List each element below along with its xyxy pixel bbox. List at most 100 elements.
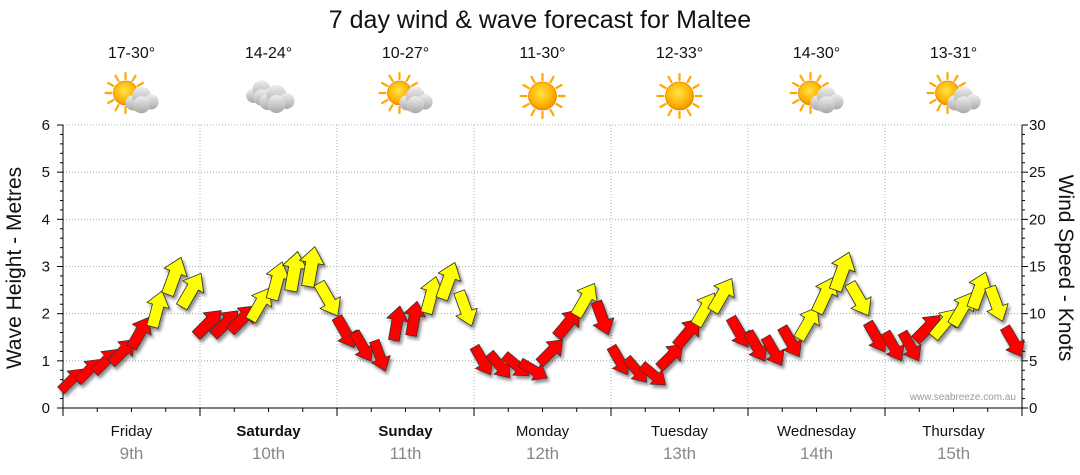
day-temperature: 13-31° — [930, 45, 977, 62]
sun-ray — [686, 108, 692, 117]
day-date-label: 10th — [252, 444, 285, 463]
wind-arrow — [828, 251, 856, 293]
cloudy-icon — [246, 80, 295, 113]
wind-arrow — [453, 289, 478, 327]
y-right-tick-label: 15 — [1029, 259, 1046, 276]
y-right-tick-label: 25 — [1029, 164, 1046, 181]
sun-ray — [686, 75, 692, 84]
credit-label: www.seabreeze.com.au — [909, 392, 1016, 403]
axes: 0 1 2 3 4 5 6 0 5 10 15 20 25 30 Friday 9th Saturday 10th… — [42, 117, 1046, 463]
y-left-tick-label: 1 — [42, 353, 50, 370]
y-right-tick-label: 10 — [1029, 306, 1046, 323]
sun-ray — [929, 98, 937, 105]
wind-arrow — [146, 290, 170, 329]
wind-arrow — [245, 287, 272, 324]
y-axis-right-label: Wind Speed - Knots — [1054, 175, 1077, 362]
sun-ray — [381, 81, 389, 88]
wind-arrow — [386, 305, 409, 342]
day-date-label: 9th — [120, 444, 144, 463]
cloud-puff — [132, 96, 151, 114]
partly-cloudy-icon — [378, 71, 433, 115]
wind-arrow — [928, 308, 957, 341]
day-name-label: Friday — [111, 423, 153, 440]
wind-arrow — [176, 272, 205, 311]
sun-ray — [530, 108, 536, 117]
sun-ray — [555, 102, 563, 109]
day-headers: 17-30° 14-24° 10-27° 11-30° 12-33° 14-30° 13-3… — [104, 45, 981, 120]
y-left-tick-label: 5 — [42, 164, 50, 181]
wind-arrow — [313, 279, 341, 317]
sun-ray — [792, 81, 800, 88]
sun-ray — [405, 74, 411, 82]
wind-arrow — [57, 368, 83, 394]
wind-arrows — [57, 246, 1025, 394]
wind-arrow — [299, 246, 325, 288]
wind-arrow — [1000, 324, 1025, 357]
partly-cloudy-icon — [926, 71, 981, 115]
sun-ray — [114, 104, 120, 112]
sun-ray — [114, 74, 120, 82]
sun-ray — [667, 75, 673, 84]
wind-arrow — [161, 256, 188, 297]
y-left-tick-label: 3 — [42, 259, 50, 276]
sun-ray — [549, 108, 555, 117]
sun-ray — [388, 74, 394, 82]
day-date-label: 13th — [663, 444, 696, 463]
sun-ray — [667, 108, 673, 117]
wind-arrow — [984, 284, 1009, 322]
y-right-tick-label: 20 — [1029, 211, 1046, 228]
day-temperature: 17-30° — [108, 45, 155, 62]
sun-ray — [958, 81, 966, 88]
wind-arrow — [672, 318, 700, 350]
wind-arrow — [331, 314, 358, 348]
sun-ray — [107, 81, 115, 88]
sun-ray — [530, 75, 536, 84]
wind-arrow — [369, 338, 391, 372]
sun-ray — [549, 75, 555, 84]
sun-ray — [522, 102, 530, 109]
day-name-label: Sunday — [378, 423, 433, 440]
day-date-label: 15th — [937, 444, 970, 463]
sun-ray — [131, 74, 137, 82]
wind-arrow — [947, 292, 975, 329]
day-name-label: Wednesday — [777, 423, 856, 440]
day-name-label: Saturday — [236, 423, 301, 440]
day-temperature: 10-27° — [382, 45, 429, 62]
wind-arrow — [535, 339, 563, 367]
sun-ray — [929, 81, 937, 88]
y-right-tick-label: 30 — [1029, 117, 1046, 134]
sunny-icon — [656, 72, 703, 120]
wind-arrow — [435, 261, 462, 302]
wind-arrow — [897, 329, 922, 362]
day-date-label: 14th — [800, 444, 833, 463]
sun-ray — [659, 83, 667, 90]
wind-arrow — [793, 307, 820, 342]
day-date-label: 12th — [526, 444, 559, 463]
y-left-tick-label: 0 — [42, 400, 50, 417]
cloud-puff — [954, 96, 973, 114]
day-temperature: 12-33° — [656, 45, 703, 62]
day-name-label: Monday — [516, 423, 570, 440]
day-name-label: Thursday — [922, 423, 985, 440]
sun-ray — [522, 83, 530, 90]
sun-ray — [692, 83, 700, 90]
sun-disc — [528, 81, 557, 111]
sun-ray — [107, 98, 115, 105]
sun-ray — [799, 74, 805, 82]
sun-ray — [381, 98, 389, 105]
day-date-label: 11th — [390, 444, 422, 463]
cloud-puff — [817, 96, 836, 114]
day-temperature: 11-30° — [519, 45, 565, 62]
sun-disc — [665, 81, 694, 111]
sun-ray — [799, 104, 805, 112]
wind-arrow — [107, 339, 136, 368]
sunny-icon — [519, 72, 566, 120]
y-left-tick-label: 6 — [42, 117, 50, 134]
day-temperature: 14-30° — [793, 45, 840, 62]
sun-ray — [136, 81, 144, 88]
sun-ray — [936, 74, 942, 82]
wind-arrow — [707, 278, 735, 315]
cloud-puff — [267, 95, 286, 113]
day-name-label: Tuesday — [651, 423, 708, 440]
